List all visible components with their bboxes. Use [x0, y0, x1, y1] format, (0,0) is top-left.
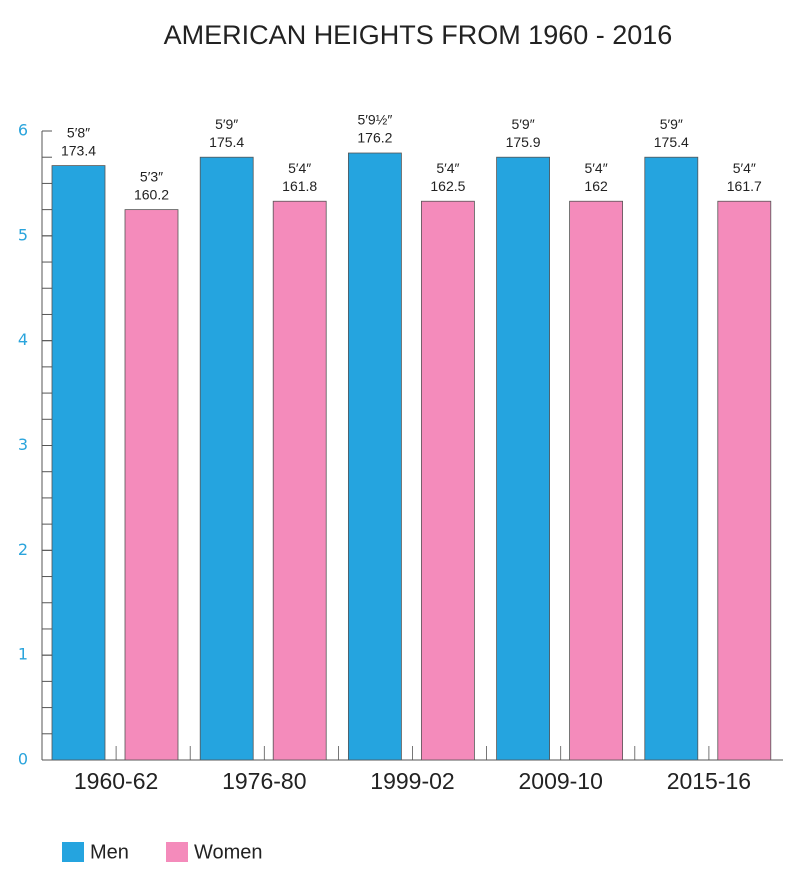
x-tick-label: 2009-10 — [518, 768, 602, 794]
legend-label: Men — [90, 841, 129, 863]
metric-label: 175.4 — [209, 134, 244, 150]
legend-swatch — [62, 842, 84, 862]
legend-label: Women — [194, 841, 263, 863]
bar — [347, 152, 402, 761]
bar — [717, 200, 772, 761]
bar — [199, 156, 254, 761]
bar — [420, 200, 475, 761]
chart-title: AMERICAN HEIGHTS FROM 1960 - 2016 — [164, 20, 673, 50]
x-tick-label: 1999-02 — [370, 768, 454, 794]
y-tick-label: 2 — [18, 540, 28, 559]
bar — [496, 156, 551, 761]
metric-label: 175.4 — [654, 134, 689, 150]
bar — [124, 209, 179, 761]
value-label: 5′9″ — [215, 116, 238, 132]
y-tick-label: 3 — [18, 435, 28, 454]
value-label: 5′4″ — [288, 160, 311, 176]
value-label: 5′4″ — [733, 160, 756, 176]
y-tick-label: 4 — [18, 330, 28, 349]
x-tick-label: 1976-80 — [222, 768, 306, 794]
y-tick-label: 5 — [18, 225, 28, 244]
bar — [569, 200, 623, 761]
metric-label: 161.8 — [282, 178, 317, 194]
value-label: 5′3″ — [140, 168, 163, 184]
value-label: 5′9″ — [512, 116, 535, 132]
metric-label: 173.4 — [61, 142, 96, 158]
value-label: 5′8″ — [67, 124, 90, 140]
y-tick-label: 0 — [18, 750, 28, 769]
metric-label: 160.2 — [134, 186, 169, 202]
value-label: 5′9″ — [660, 116, 683, 132]
bar — [51, 165, 106, 761]
value-label: 5′4″ — [436, 160, 459, 176]
x-tick-label: 2015-16 — [667, 768, 751, 794]
metric-label: 162.5 — [430, 178, 465, 194]
value-label: 5′4″ — [585, 160, 608, 176]
value-label: 5′9½″ — [357, 112, 392, 128]
metric-label: 175.9 — [506, 134, 541, 150]
metric-label: 176.2 — [357, 130, 392, 146]
bar — [272, 200, 327, 761]
metric-label: 162 — [584, 178, 608, 194]
bar — [644, 156, 699, 761]
metric-label: 161.7 — [727, 178, 762, 194]
y-tick-label: 1 — [18, 645, 28, 664]
legend-swatch — [166, 842, 188, 862]
y-tick-label: 6 — [18, 121, 28, 140]
x-tick-label: 1960-62 — [74, 768, 158, 794]
